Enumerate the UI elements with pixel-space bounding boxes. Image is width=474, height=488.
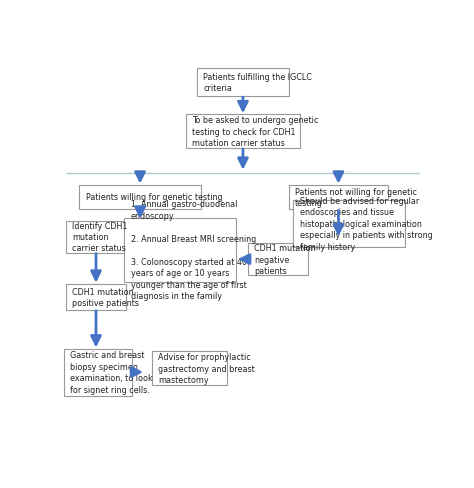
Text: Identify CDH1
mutation
carrier status: Identify CDH1 mutation carrier status [72, 221, 128, 253]
FancyBboxPatch shape [197, 69, 289, 97]
FancyBboxPatch shape [80, 185, 201, 210]
Text: Patients willing for genetic testing: Patients willing for genetic testing [86, 193, 222, 202]
Text: Patients fulfilling the IGCLC
criteria: Patients fulfilling the IGCLC criteria [203, 73, 312, 93]
Text: 1. Annual gastro-duodenal
endoscopy

2. Annual Breast MRI screening

3. Colonosc: 1. Annual gastro-duodenal endoscopy 2. A… [131, 200, 256, 301]
Text: To be asked to undergo genetic
testing to check for CDH1
mutation carrier status: To be asked to undergo genetic testing t… [192, 116, 319, 148]
FancyBboxPatch shape [125, 218, 237, 282]
Text: Patients not willing for genetic
testing: Patients not willing for genetic testing [295, 187, 417, 208]
Text: Should be advised for regular
endoscopies and tissue
histopathological examinati: Should be advised for regular endoscopie… [300, 197, 432, 251]
FancyBboxPatch shape [66, 284, 126, 310]
FancyBboxPatch shape [186, 115, 300, 149]
FancyBboxPatch shape [66, 221, 126, 253]
Text: CDH1 mutation
positive patients: CDH1 mutation positive patients [72, 287, 139, 307]
Text: Advise for prophylactic
gastrectomy and breast
mastectomy: Advise for prophylactic gastrectomy and … [158, 353, 255, 385]
FancyBboxPatch shape [247, 244, 308, 276]
Text: Gastric and breast
biopsy specimen
examination, to look
for signet ring cells.: Gastric and breast biopsy specimen exami… [70, 351, 153, 394]
FancyBboxPatch shape [289, 185, 388, 210]
FancyBboxPatch shape [152, 352, 228, 386]
FancyBboxPatch shape [293, 201, 405, 247]
Text: CDH1 mutation
negative
patients: CDH1 mutation negative patients [254, 244, 315, 276]
FancyBboxPatch shape [64, 349, 132, 396]
